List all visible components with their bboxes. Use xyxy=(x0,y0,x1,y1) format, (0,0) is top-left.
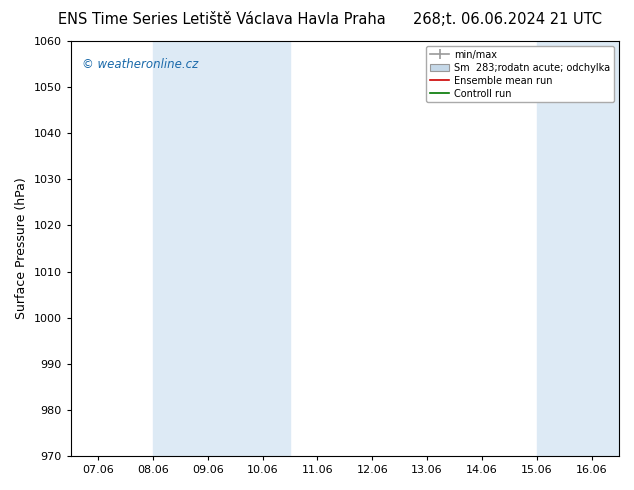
Text: ENS Time Series Letiště Václava Havla Praha: ENS Time Series Letiště Václava Havla Pr… xyxy=(58,12,385,27)
Bar xyxy=(537,41,619,456)
Text: © weatheronline.cz: © weatheronline.cz xyxy=(82,58,198,71)
Bar xyxy=(153,41,262,456)
Y-axis label: Surface Pressure (hPa): Surface Pressure (hPa) xyxy=(15,178,28,319)
Bar xyxy=(262,41,290,456)
Text: 268;t. 06.06.2024 21 UTC: 268;t. 06.06.2024 21 UTC xyxy=(413,12,602,27)
Legend: min/max, Sm  283;rodatn acute; odchylka, Ensemble mean run, Controll run: min/max, Sm 283;rodatn acute; odchylka, … xyxy=(426,46,614,102)
